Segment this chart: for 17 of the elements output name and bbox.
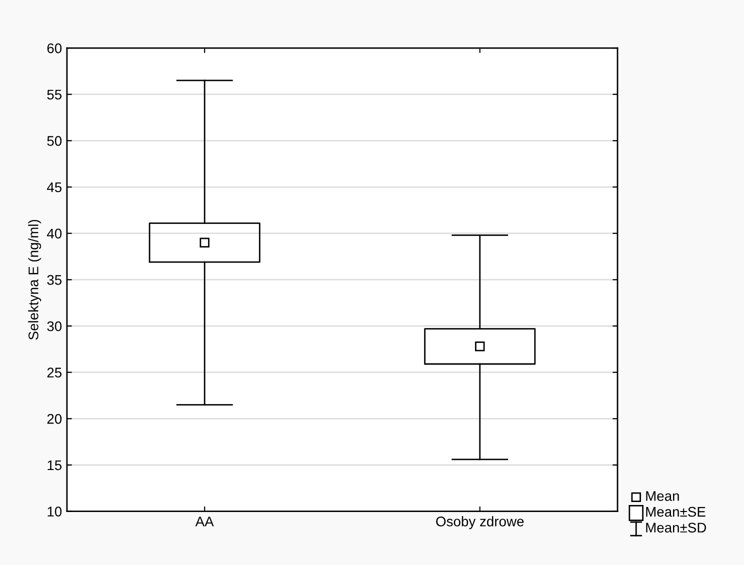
y-tick-label: 25	[47, 368, 62, 378]
x-tick-label: Osoby zdrowe	[436, 516, 524, 530]
y-tick-label: 35	[47, 275, 62, 285]
x-tick-label: AA	[195, 516, 214, 526]
y-tick-label: 55	[47, 90, 62, 100]
y-tick-label: 60	[47, 43, 62, 54]
y-tick-label: 15	[48, 460, 62, 470]
y-tick-label: 50	[47, 136, 62, 146]
y-tick-label: 10	[48, 506, 62, 516]
y-tick-label: 45	[46, 182, 62, 192]
text: Mean	[646, 491, 679, 501]
y-tick-label: 40	[46, 228, 62, 239]
text: Mean±SE	[646, 506, 706, 517]
text: Mean±SD	[646, 522, 706, 533]
y-tick-label: 20	[47, 414, 62, 424]
y-tick-label: 30	[47, 321, 62, 332]
y-axis-title: Selektyna E (ng/ml)	[28, 220, 42, 340]
